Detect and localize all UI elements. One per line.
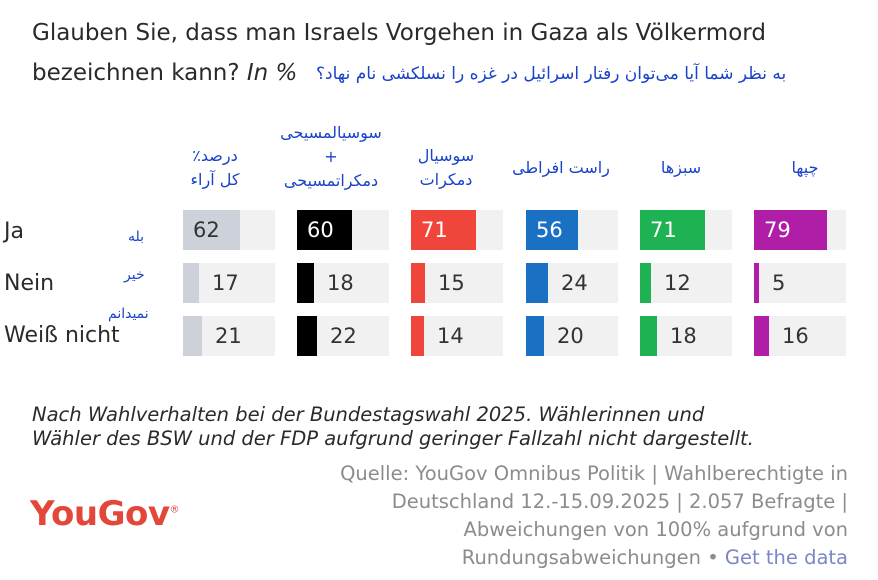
source-line1: Quelle: YouGov Omnibus Politik | Wahlber…: [340, 462, 848, 485]
row-label-fa-0: بله: [128, 229, 145, 245]
chart-title-line2: bezeichnen kann? In %: [32, 60, 297, 86]
brand-registered-mark: ®: [169, 504, 180, 516]
value-label-5-2: 16: [782, 324, 809, 348]
bar-1-1: [297, 263, 314, 303]
value-label-3-1: 24: [561, 271, 588, 295]
row-label-2: Weiß nicht: [4, 323, 120, 348]
chart-title-farsi: به نظر شما آیا می‌توان رفتار اسرائیل در …: [316, 64, 787, 84]
footnote-line1: Nach Wahlverhalten bei der Bundestagswah…: [32, 403, 705, 426]
table-cell-2-2: 14: [411, 316, 503, 356]
bar-3-1: [526, 263, 548, 303]
source-line4: Rundungsabweichungen • Get the data: [340, 544, 848, 572]
column-header-0-line-1: کل آراء: [190, 170, 240, 189]
bar-5-1: [754, 263, 759, 303]
bar-2-0: [411, 210, 476, 250]
yougov-logo: YouGov®: [30, 494, 179, 534]
bar-2-2: [411, 316, 424, 356]
table-cell-0-2: 21: [183, 316, 275, 356]
value-label-4-0: 71: [650, 218, 677, 242]
table-cell-4-1: 12: [640, 263, 732, 303]
value-label-4-2: 18: [670, 324, 697, 348]
table-cell-1-0: 60: [297, 210, 389, 250]
table-cell-0-1: 17: [183, 263, 275, 303]
table-cell-1-1: 18: [297, 263, 389, 303]
value-label-2-2: 14: [437, 324, 464, 348]
column-header-1-line-0: سوسیالمسیحی: [280, 123, 382, 142]
value-label-2-1: 15: [438, 271, 465, 295]
value-label-0-2: 21: [215, 324, 242, 348]
value-label-4-1: 12: [664, 271, 691, 295]
column-header-1-line-1: +: [324, 147, 338, 166]
table-cell-0-0: 62: [183, 210, 275, 250]
chart-title-question: bezeichnen kann?: [32, 60, 240, 86]
column-header-2-line-1: دمکرات: [419, 170, 473, 189]
footnote-line2: Wähler des BSW und der FDP aufgrund geri…: [32, 427, 754, 450]
bar-1-2: [297, 316, 317, 356]
row-label-1: Nein: [4, 271, 55, 296]
value-label-3-2: 20: [557, 324, 584, 348]
row-label-0: Ja: [4, 219, 24, 244]
table-cell-3-0: 56: [526, 210, 618, 250]
bar-2-1: [411, 263, 425, 303]
column-header-3-line-0: راست افراطی: [512, 158, 610, 177]
value-label-3-0: 56: [536, 218, 563, 242]
column-header-1-line-2: دمکراتمسیحی: [283, 171, 379, 190]
value-label-0-0: 62: [193, 218, 220, 242]
column-header-2-line-0: سوسیال: [417, 146, 475, 165]
bar-0-0: [183, 210, 240, 250]
bar-1-0: [297, 210, 352, 250]
table-cell-1-2: 22: [297, 316, 389, 356]
table-cell-4-2: 18: [640, 316, 732, 356]
source-line4-text: Rundungsabweichungen •: [461, 546, 719, 569]
footnote: Nach Wahlverhalten bei der Bundestagswah…: [32, 403, 754, 451]
bar-4-2: [640, 316, 657, 356]
row-label-fa-2: نمیدانم: [108, 306, 149, 322]
source-line3: Abweichungen von 100% aufgrund von: [463, 518, 848, 541]
value-label-1-0: 60: [307, 218, 334, 242]
table-cell-5-2: 16: [754, 316, 846, 356]
column-header-5-line-0: چپها: [791, 158, 819, 177]
table-cell-4-0: 71: [640, 210, 732, 250]
brand-name: YouGov: [30, 494, 170, 534]
bar-4-0: [640, 210, 705, 250]
value-label-1-1: 18: [327, 271, 354, 295]
table-cell-3-1: 24: [526, 263, 618, 303]
table-cell-5-1: 5: [754, 263, 846, 303]
column-header-4-line-0: سبزها: [660, 158, 702, 177]
bar-5-0: [754, 210, 827, 250]
chart-title-unit: In %: [246, 60, 298, 86]
value-label-5-0: 79: [764, 218, 791, 242]
bar-0-1: [183, 263, 199, 303]
table-cell-2-0: 71: [411, 210, 503, 250]
column-header-0-line-0: درصد٪: [192, 146, 238, 165]
value-label-0-1: 17: [212, 271, 239, 295]
table-cell-5-0: 79: [754, 210, 846, 250]
row-label-fa-1: خیر: [124, 267, 145, 283]
bar-5-2: [754, 316, 769, 356]
bar-3-2: [526, 316, 544, 356]
table-cell-3-2: 20: [526, 316, 618, 356]
table-cell-2-1: 15: [411, 263, 503, 303]
value-label-5-1: 5: [772, 271, 786, 295]
bar-3-0: [526, 210, 578, 250]
bar-4-1: [640, 263, 651, 303]
chart-title-line1: Glauben Sie, dass man Israels Vorgehen i…: [32, 20, 766, 46]
get-data-link[interactable]: Get the data: [724, 546, 848, 569]
bar-0-2: [183, 316, 202, 356]
value-label-2-0: 71: [421, 218, 448, 242]
value-label-1-2: 22: [330, 324, 357, 348]
source-note: Quelle: YouGov Omnibus Politik | Wahlber…: [340, 460, 848, 572]
source-line2: Deutschland 12.-15.09.2025 | 2.057 Befra…: [391, 490, 848, 513]
